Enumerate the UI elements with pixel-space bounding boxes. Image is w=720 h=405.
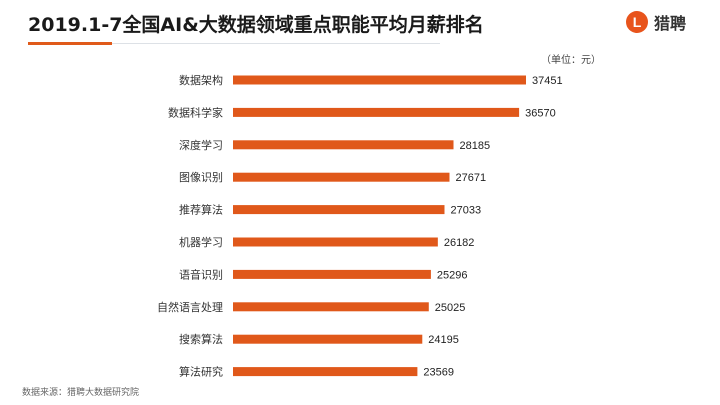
bar [233,172,450,182]
value-label: 27033 [450,205,481,217]
category-label: 搜索算法 [179,332,223,346]
category-label: 自然语言处理 [157,300,223,314]
category-label: 推荐算法 [179,203,223,217]
bar [233,334,423,344]
category-label: 语音识别 [179,267,223,281]
value-label: 23569 [423,367,454,379]
category-label: 机器学习 [179,235,223,249]
chart-title: 2019.1-7全国AI&大数据领域重点职能平均月薪排名 [28,14,484,36]
title-divider [112,43,440,44]
value-label: 37451 [532,75,563,87]
category-label: 图像识别 [179,171,223,184]
category-label: 数据科学家 [168,105,223,119]
bar [233,269,431,279]
value-label: 26182 [444,237,475,249]
liepin-logo: L 猎聘 [626,10,686,34]
value-label: 25296 [437,269,468,281]
logo-text: 猎聘 [654,14,687,33]
value-label: 27671 [455,172,486,184]
value-label: 28185 [460,140,491,152]
value-label: 25025 [435,302,466,314]
logo-icon: L [626,11,648,33]
bar [233,302,429,312]
bar [233,140,454,150]
bar [233,107,520,117]
unit-label: （单位：元） [541,55,601,66]
value-label: 24195 [428,334,459,346]
title-accent-rule [28,42,112,45]
category-label: 算法研究 [179,365,223,379]
source-note: 数据来源：猎聘大数据研究院 [22,388,140,398]
category-label: 深度学习 [179,138,223,152]
bar [233,237,438,247]
value-label: 36570 [525,107,556,119]
category-label: 数据架构 [179,73,223,87]
bar [233,75,526,85]
bar [233,205,445,215]
bar [233,367,418,377]
